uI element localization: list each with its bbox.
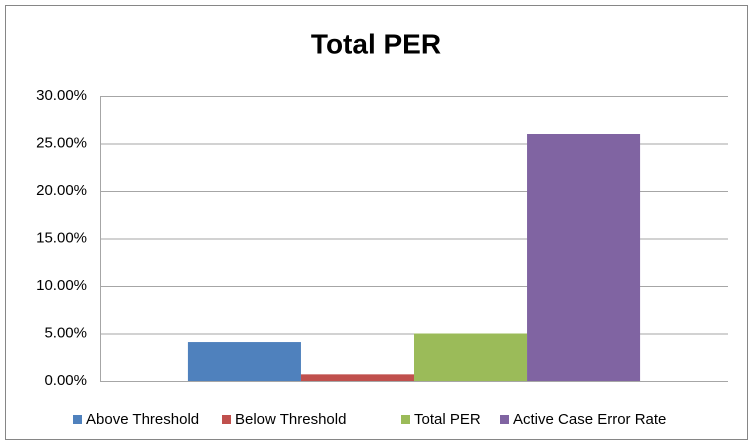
y-tick-label: 10.00%	[36, 277, 87, 294]
legend-label: Above Threshold	[86, 411, 199, 428]
y-tick-label: 25.00%	[36, 134, 87, 151]
legend-swatch	[401, 415, 410, 424]
legend-swatch	[73, 415, 82, 424]
y-tick-label: 5.00%	[44, 324, 87, 341]
bar	[187, 342, 301, 381]
bar	[527, 134, 641, 381]
bar	[300, 374, 414, 381]
chart-title: Total PER	[311, 28, 441, 59]
legend-label: Below Threshold	[235, 411, 346, 428]
y-tick-label: 0.00%	[44, 372, 87, 389]
legend-label: Total PER	[414, 411, 481, 428]
legend-label: Active Case Error Rate	[513, 411, 666, 428]
y-tick-label: 20.00%	[36, 182, 87, 199]
legend-swatch	[222, 415, 231, 424]
bar	[414, 333, 528, 381]
legend-swatch	[500, 415, 509, 424]
y-tick-label: 15.00%	[36, 229, 87, 246]
y-tick-label: 30.00%	[36, 87, 87, 104]
